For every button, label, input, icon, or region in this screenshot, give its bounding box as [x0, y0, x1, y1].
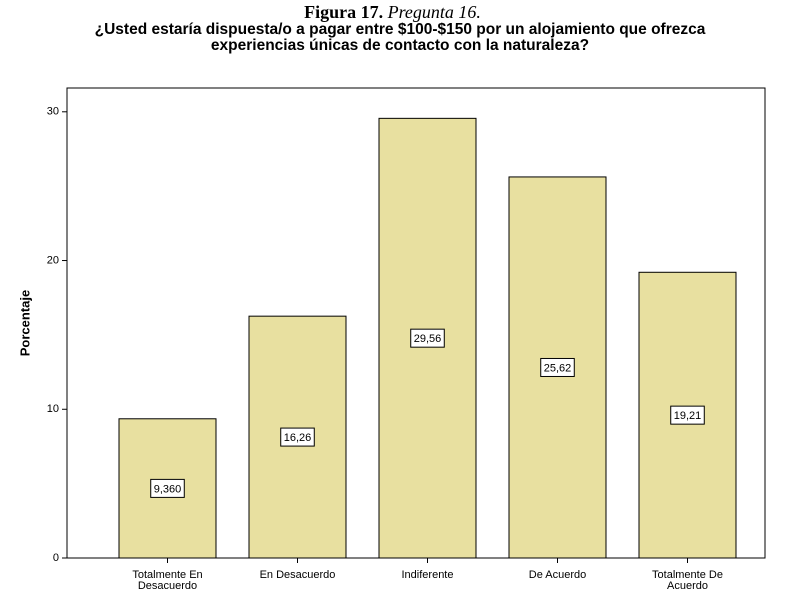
- value-label-box: [540, 357, 575, 377]
- value-label-box: [410, 328, 445, 348]
- y-axis-label: Porcentaje: [17, 290, 32, 356]
- x-tick-label: En Desacuerdo: [259, 569, 336, 581]
- figure-caption: Pregunta 16.: [387, 2, 481, 22]
- value-label: 29,56: [414, 333, 442, 345]
- y-tick-label: 10: [47, 403, 59, 415]
- value-label: 19,21: [674, 410, 702, 422]
- value-label: 16,26: [284, 432, 312, 444]
- figure-heading: Figura 17. Pregunta 16.: [0, 2, 785, 23]
- y-tick-label: 30: [47, 106, 59, 118]
- x-tick-label: Indiferente: [401, 569, 454, 581]
- figure-number: Figura 17.: [304, 2, 384, 22]
- value-label-box: [670, 405, 705, 425]
- x-tick-label: Totalmente De Acuerdo: [652, 569, 723, 592]
- value-label: 25,62: [544, 362, 572, 374]
- y-tick-label: 20: [47, 254, 59, 266]
- value-label-box: [150, 478, 185, 498]
- value-label: 9,360: [154, 483, 182, 495]
- chart-title: ¿Usted estaría dispuesta/o a pagar entre…: [94, 21, 706, 54]
- x-tick-label: Totalmente En Desacuerdo: [132, 569, 203, 592]
- y-tick-label: 0: [53, 552, 59, 564]
- x-tick-label: De Acuerdo: [528, 569, 587, 581]
- value-label-box: [280, 427, 315, 447]
